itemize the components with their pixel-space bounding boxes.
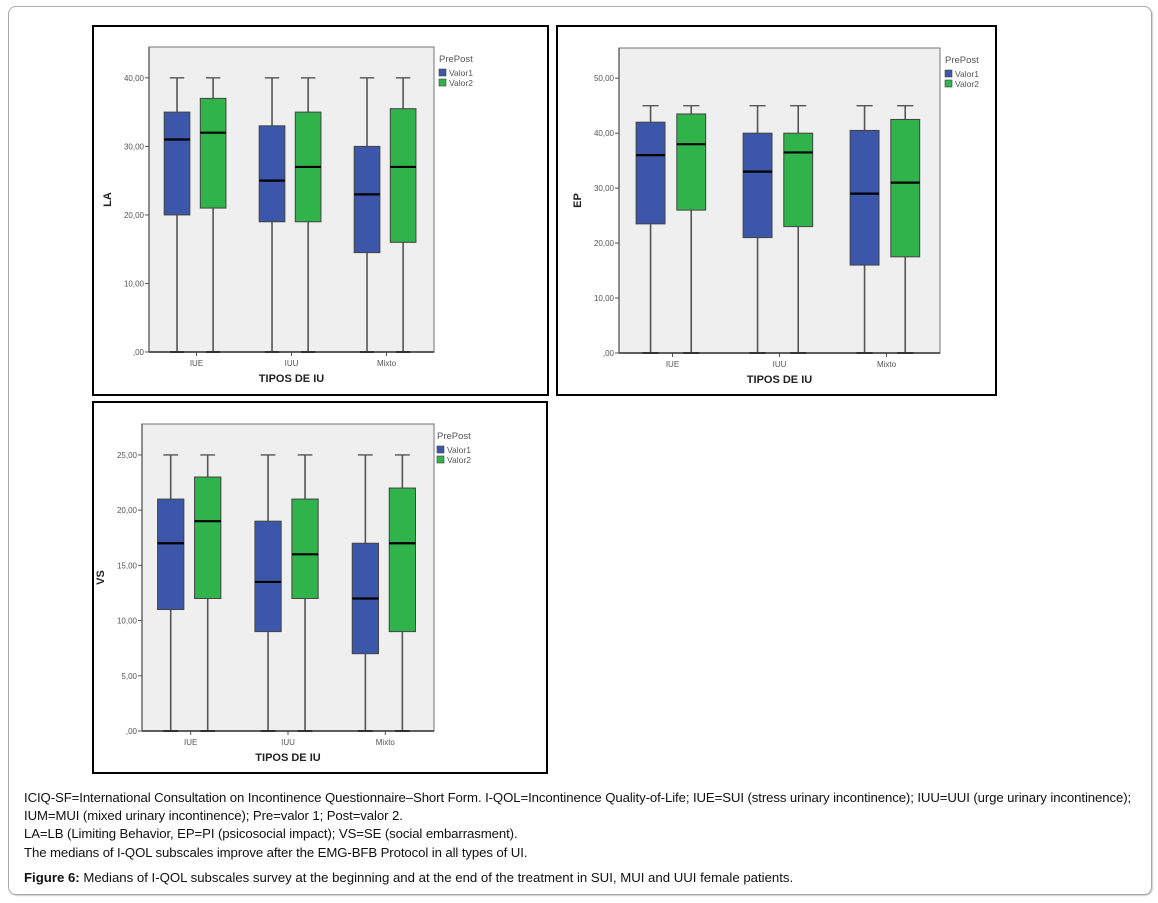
y-tick-label: 20,00: [594, 239, 615, 248]
y-tick-label: 10,00: [124, 279, 145, 288]
iqr-box: [157, 498, 185, 611]
y-tick-label: 15,00: [117, 561, 138, 570]
boxplot-la: ,00 10,00 20,00 30,00 40,00 LA IUE IUU Mixto TIPO…: [102, 46, 473, 385]
box-valor1-mixto: [351, 454, 380, 732]
y-axis-title: EP: [572, 193, 584, 208]
legend-label-valor2: Valor2: [955, 79, 979, 89]
x-tick-label: Mixto: [877, 360, 897, 369]
box-valor2-iuu: [291, 454, 319, 732]
box-valor2-mixto: [389, 77, 417, 353]
y-tick-label: 30,00: [594, 184, 615, 193]
figure-title-text: Medians of I-QOL subscales survey at the…: [83, 870, 794, 885]
x-tick-label: IUU: [773, 360, 787, 369]
chart-panel-ep: ,00 10,00 20,00 30,00 40,00 50,00 EP IUE IUU Mixt…: [556, 25, 997, 396]
x-axis-title: TIPOS DE IU: [747, 374, 812, 386]
y-tick-label: 40,00: [124, 74, 145, 83]
y-tick-label: 5,00: [121, 672, 137, 681]
iqr-box: [389, 108, 417, 243]
x-axis-title: TIPOS DE IU: [259, 373, 324, 385]
x-tick-label: IUE: [190, 359, 203, 368]
legend-swatch-valor1: [944, 69, 953, 78]
y-tick-label: ,00: [133, 348, 145, 357]
plot-area: [148, 46, 435, 353]
plot-area: [618, 47, 941, 354]
y-tick-label: 10,00: [117, 617, 138, 626]
legend-label-valor2: Valor2: [449, 78, 473, 88]
iqr-box: [258, 125, 286, 223]
x-tick-label: Mixto: [377, 359, 397, 368]
box-valor2-iuu: [783, 105, 814, 354]
legend-title: PrePost: [439, 54, 473, 65]
iqr-box: [849, 129, 880, 266]
iqr-box: [353, 145, 381, 254]
box-valor2-iue: [199, 77, 227, 353]
figure-title: Figure 6: Medians of I-QOL subscales sur…: [24, 870, 793, 885]
y-tick-label: ,00: [603, 349, 615, 358]
y-tick-label: ,00: [126, 727, 138, 736]
legend-title: PrePost: [437, 431, 471, 442]
box-valor1-iue: [163, 77, 191, 353]
caption-line-subscales: LA=LB (Limiting Behavior, EP=PI (psicoso…: [24, 826, 518, 842]
legend-swatch-valor2: [944, 79, 953, 88]
legend-title: PrePost: [945, 55, 979, 66]
box-valor1-iue: [635, 105, 666, 354]
y-tick-label: 25,00: [117, 451, 138, 460]
legend-label-valor1: Valor1: [447, 445, 471, 455]
legend-swatch-valor2: [438, 78, 447, 87]
x-tick-label: IUE: [184, 738, 197, 747]
figure-label: Figure 6:: [24, 870, 80, 885]
plot-area: [141, 423, 435, 732]
boxplot-ep: ,00 10,00 20,00 30,00 40,00 50,00 EP IUE IUU Mixt…: [572, 47, 979, 386]
y-tick-label: 20,00: [117, 506, 138, 515]
iqr-box: [194, 476, 222, 599]
x-tick-label: IUU: [285, 359, 299, 368]
y-tick-label: 10,00: [594, 294, 615, 303]
box-valor2-iue: [676, 105, 707, 354]
y-tick-label: 30,00: [124, 142, 145, 151]
iqr-box: [635, 121, 666, 225]
iqr-box: [291, 498, 319, 599]
iqr-box: [388, 487, 417, 633]
figure-caption: ICIQ-SF=International Consultation on In…: [24, 789, 1144, 862]
x-tick-label: IUE: [666, 360, 679, 369]
box-valor2-iue: [194, 454, 222, 732]
iqr-box: [742, 132, 773, 239]
y-tick-label: 50,00: [594, 74, 615, 83]
legend-swatch-valor2: [436, 455, 445, 464]
y-axis-title: VS: [95, 570, 107, 585]
iqr-box: [254, 520, 282, 633]
iqr-box: [676, 113, 707, 211]
y-axis-title: LA: [102, 192, 114, 207]
boxplot-vs: ,00 5,00 10,00 15,00 20,00 25,00 VS IUE IUU Mixto…: [95, 423, 471, 764]
x-axis-title: TIPOS DE IU: [255, 752, 320, 764]
box-valor1-iue: [157, 454, 185, 732]
iqr-box: [163, 111, 191, 216]
box-valor2-mixto: [388, 454, 417, 732]
box-valor1-mixto: [849, 105, 880, 354]
iqr-box: [783, 132, 814, 228]
x-tick-label: Mixto: [376, 738, 396, 747]
y-tick-label: 40,00: [594, 129, 615, 138]
chart-panel-la: ,00 10,00 20,00 30,00 40,00 LA IUE IUU Mixto TIPO…: [92, 25, 549, 396]
iqr-box: [890, 118, 921, 258]
iqr-box: [199, 97, 227, 209]
legend-label-valor1: Valor1: [449, 68, 473, 78]
caption-line-abbreviations: ICIQ-SF=International Consultation on In…: [24, 790, 1132, 824]
caption-line-conclusion: The medians of I-QOL subscales improve a…: [24, 844, 528, 860]
legend-swatch-valor1: [436, 445, 445, 454]
legend-label-valor1: Valor1: [955, 69, 979, 79]
box-valor1-mixto: [353, 77, 381, 353]
x-tick-label: IUU: [281, 738, 295, 747]
legend-swatch-valor1: [438, 68, 447, 77]
chart-panel-vs: ,00 5,00 10,00 15,00 20,00 25,00 VS IUE IUU Mixto…: [92, 401, 548, 774]
box-valor1-iuu: [254, 454, 282, 732]
y-tick-label: 20,00: [124, 211, 145, 220]
legend-label-valor2: Valor2: [447, 455, 471, 465]
